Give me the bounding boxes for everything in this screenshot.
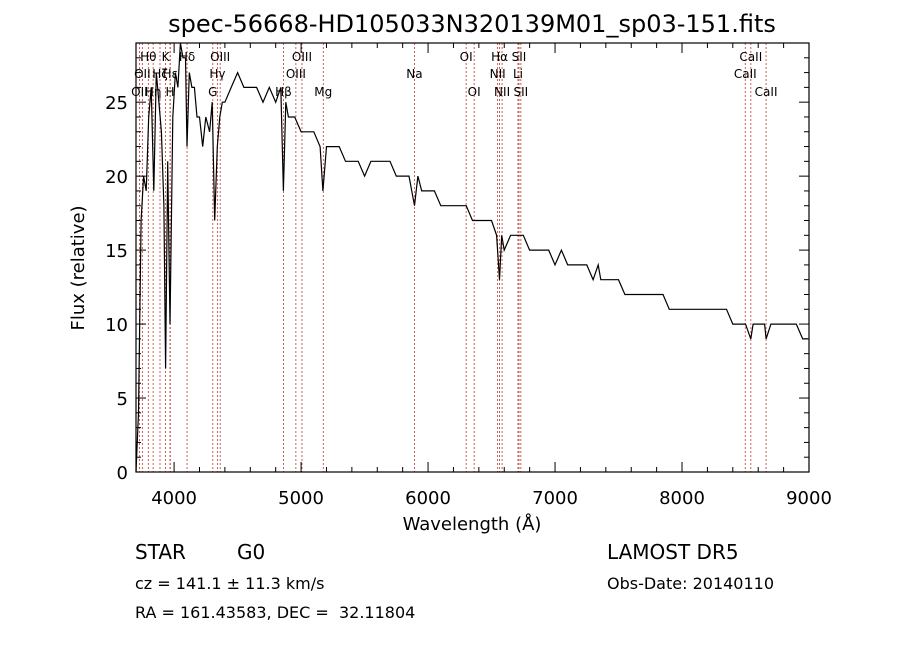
y-tick-label: 15 bbox=[105, 241, 128, 262]
line-label-22: Li bbox=[513, 67, 523, 81]
line-label-17: OI bbox=[460, 50, 473, 64]
x-tick-label: 9000 bbox=[786, 488, 832, 509]
x-axis: 4000 5000 6000 7000 8000 9000 bbox=[151, 43, 832, 509]
y-tick-label: 25 bbox=[105, 93, 128, 114]
spectrum-line bbox=[135, 42, 808, 473]
x-tick-label: 5000 bbox=[278, 488, 324, 509]
y-tick-label: 0 bbox=[117, 463, 128, 484]
y-tick-label: 20 bbox=[105, 167, 128, 188]
line-label-27: CaII bbox=[755, 85, 778, 99]
line-label-6: H bbox=[166, 85, 175, 99]
line-label-14: OIII bbox=[292, 50, 312, 64]
line-label-16: Na bbox=[406, 67, 422, 81]
line-label-2: Hθ bbox=[140, 50, 156, 64]
x-tick-label: 7000 bbox=[532, 488, 578, 509]
line-label-11: OIII bbox=[210, 50, 230, 64]
line-label-18: OI bbox=[468, 85, 481, 99]
line-label-12: Hβ bbox=[275, 85, 292, 99]
line-label-0: OII bbox=[131, 85, 148, 99]
line-label-20: Hα bbox=[491, 50, 508, 64]
observation-date: Obs-Date: 20140110 bbox=[607, 574, 775, 593]
y-axis-label: Flux (relative) bbox=[68, 205, 89, 330]
y-axis: 0 5 10 15 20 25 bbox=[105, 42, 809, 484]
line-label-7: Hε bbox=[163, 67, 179, 81]
line-label-19: NII bbox=[490, 67, 506, 81]
chart-title: spec-56668-HD105033N320139M01_sp03-151.f… bbox=[168, 10, 776, 38]
x-tick-label: 6000 bbox=[405, 488, 451, 509]
spectral-subclass: G0 bbox=[237, 540, 266, 564]
line-label-8: Hδ bbox=[179, 50, 195, 64]
survey-name: LAMOST DR5 bbox=[607, 540, 739, 564]
line-label-10: Hγ bbox=[209, 67, 225, 81]
line-label-15: Mg bbox=[314, 85, 332, 99]
line-label-13: OIII bbox=[286, 67, 306, 81]
y-tick-label: 10 bbox=[105, 315, 128, 336]
line-label-26: CaII bbox=[739, 50, 762, 64]
object-class: STAR bbox=[135, 540, 186, 564]
line-label-1: OII bbox=[134, 67, 151, 81]
line-label-23: SII bbox=[512, 50, 527, 64]
redshift-velocity: cz = 141.1 ± 11.3 km/s bbox=[135, 574, 325, 593]
sky-coordinates: RA = 161.43583, DEC = 32.11804 bbox=[135, 603, 416, 622]
plot-frame bbox=[135, 42, 810, 473]
x-tick-label: 4000 bbox=[151, 488, 197, 509]
y-tick-label: 5 bbox=[117, 389, 128, 410]
line-label-9: G bbox=[208, 85, 217, 99]
emission-line-markers bbox=[139, 43, 767, 472]
line-label-25: CaII bbox=[734, 67, 757, 81]
x-axis-label: Wavelength (Å) bbox=[403, 513, 542, 535]
emission-line-labels: OIIOIIHθHηHζKHHεHδGHγOIIIHβOIIIOIIIMgNaO… bbox=[131, 50, 777, 99]
line-label-5: K bbox=[162, 50, 171, 64]
x-tick-label: 8000 bbox=[659, 488, 705, 509]
line-label-21: NII bbox=[494, 85, 510, 99]
line-label-24: SII bbox=[514, 85, 529, 99]
